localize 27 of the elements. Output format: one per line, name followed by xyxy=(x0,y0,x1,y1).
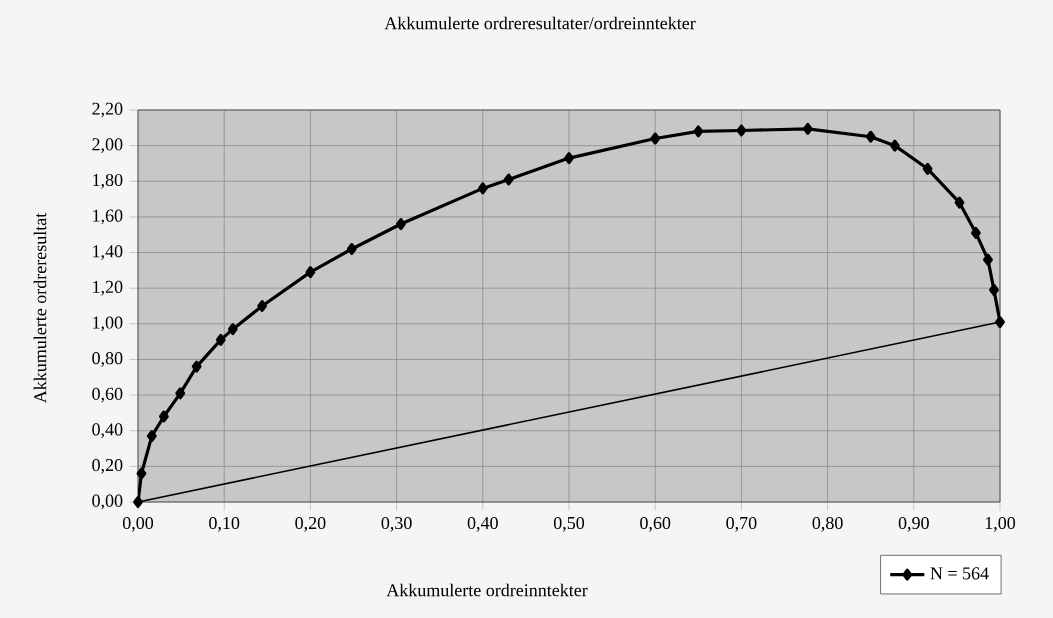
y-tick-label: 1,20 xyxy=(93,280,123,296)
y-tick-label: 2,20 xyxy=(92,102,123,118)
y-tick-label: 1,60 xyxy=(93,209,123,225)
y-axis-title: Akkumulerte ordreresultat xyxy=(33,212,47,404)
y-tick-label: 1,00 xyxy=(93,316,123,332)
y-tick-label: 1,80 xyxy=(93,173,123,189)
x-tick-label: 0,80 xyxy=(812,516,843,532)
y-tick-label: 0,40 xyxy=(92,423,123,439)
x-tick-label: 0,20 xyxy=(295,516,326,532)
x-axis-title: Akkumulerte ordreinntekter xyxy=(386,583,588,597)
y-tick-label: 2,00 xyxy=(92,138,123,153)
y-tick-label: 0,00 xyxy=(92,494,123,510)
x-tick-label: 0,60 xyxy=(640,516,671,532)
x-tick-label: 0,00 xyxy=(122,516,154,532)
x-tick-label: 0,10 xyxy=(209,516,240,532)
y-tick-label: 1,40 xyxy=(93,245,123,260)
x-tick-label: 0,90 xyxy=(898,516,929,532)
y-tick-label: 0,20 xyxy=(92,458,123,474)
x-tick-label: 0,50 xyxy=(553,516,585,532)
x-tick-label: 0,40 xyxy=(467,516,498,532)
x-tick-label: 1,00 xyxy=(985,516,1016,532)
y-tick-label: 0,80 xyxy=(92,352,123,367)
chart-title: Akkumulerte ordreresultater/ordreinntekter xyxy=(384,16,696,30)
x-tick-label: 0,30 xyxy=(381,516,412,532)
y-tick-label: 0,60 xyxy=(92,387,123,403)
x-tick-label: 0,70 xyxy=(726,516,757,532)
legend-label: N = 564 xyxy=(930,567,989,580)
